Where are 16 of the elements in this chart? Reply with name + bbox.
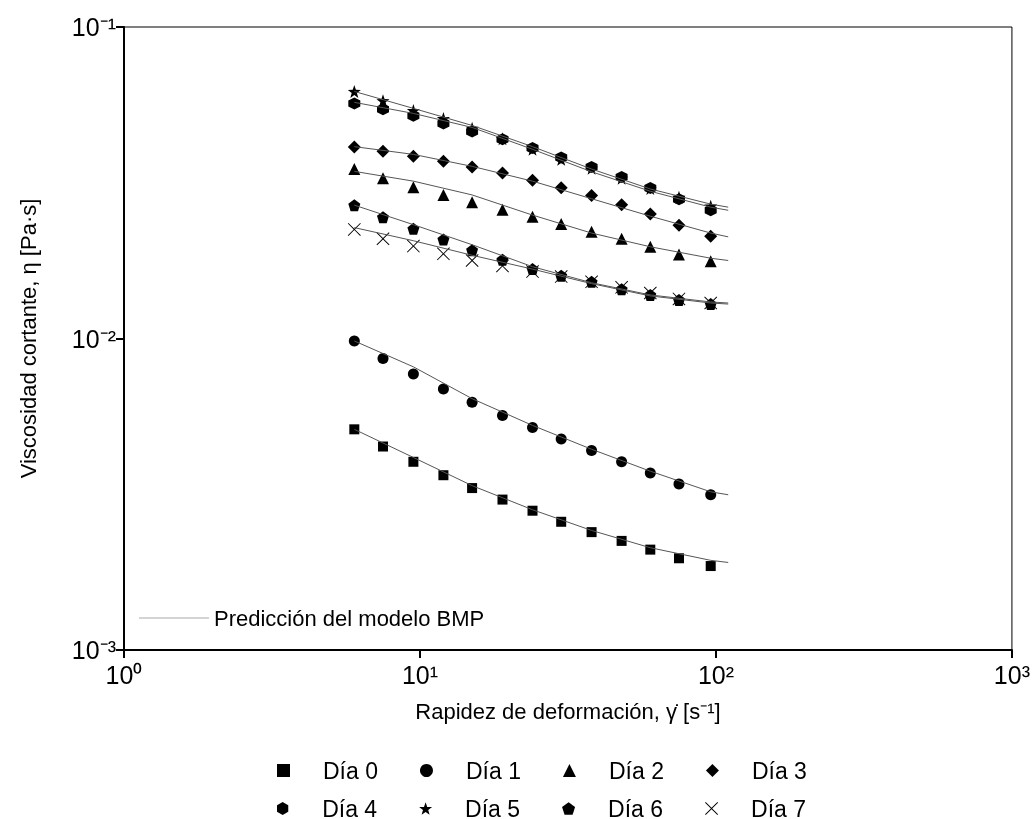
x-axis-title: Rapidez de deformación, γ̇ [s⁻¹]: [415, 698, 721, 724]
legend-label: Día 7: [751, 795, 807, 819]
y-axis-title: Viscosidad cortante, η [Pa·s]: [15, 198, 41, 479]
legend-label: Día 2: [608, 757, 664, 784]
x-tick-label: 10³: [993, 660, 1030, 689]
legend-label: Día 1: [465, 757, 521, 784]
legend-label: Día 3: [751, 757, 807, 784]
x-tick-label: 10²: [697, 660, 735, 689]
legend-label: Día 5: [465, 795, 521, 819]
legend-label: Día 6: [608, 795, 664, 819]
legend-label: Día 0: [323, 757, 378, 784]
legend-label: Día 4: [322, 795, 378, 819]
x-tick-label: 10¹: [401, 660, 439, 689]
legend-label: Predicción del modelo BMP: [214, 605, 485, 631]
y-tick-label: 10⁻¹: [71, 13, 116, 41]
y-tick-label: 10⁻²: [71, 324, 116, 353]
